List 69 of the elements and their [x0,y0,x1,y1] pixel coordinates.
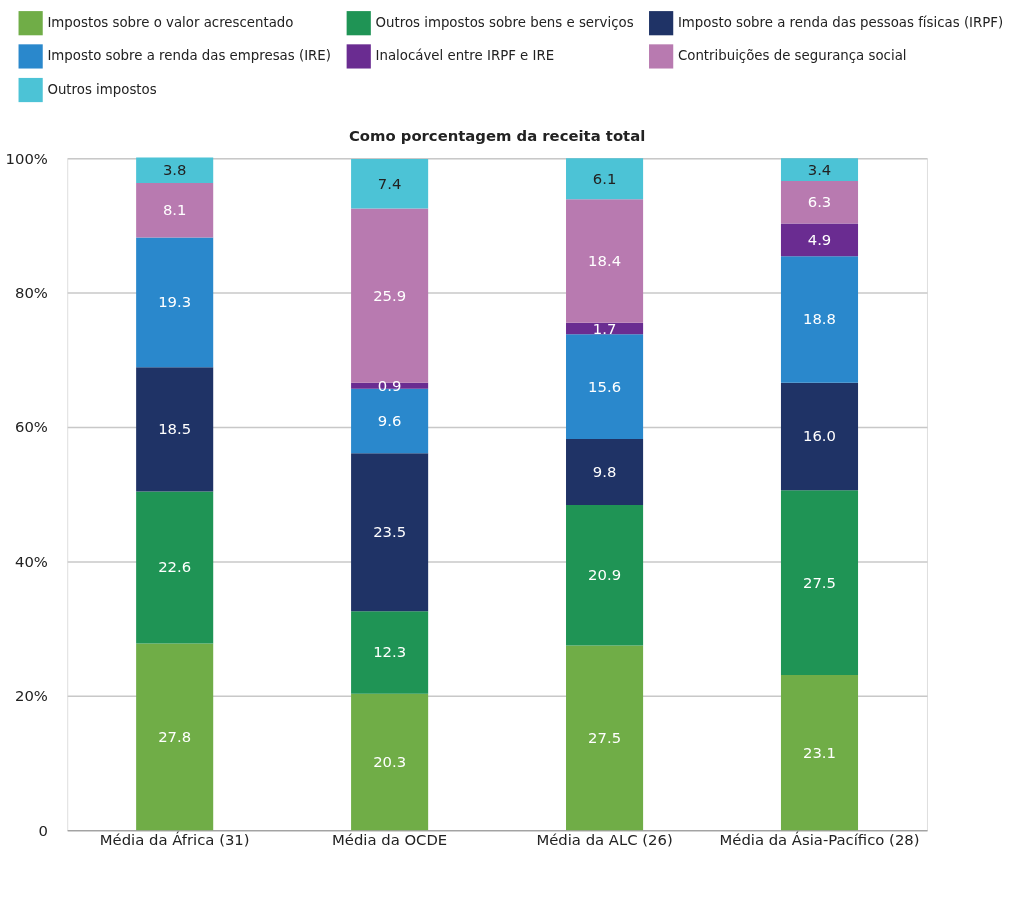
bar [351,693,429,831]
bar [566,645,644,831]
legend-label: Imposto sobre a renda das pessoas físicas (IRPF) [677,15,1004,31]
data-label: 6.3 [807,193,832,211]
bar [566,439,644,505]
data-label: 23.5 [373,523,407,541]
x-tick-label: Média da Ásia-Pacífico (28) [719,830,920,848]
data-label: 18.8 [803,310,836,328]
bar [351,158,429,209]
x-tick-label: Média da OCDE [332,830,448,848]
bar [566,504,644,646]
bar [136,157,214,184]
x-tick-label: Média da ALC (26) [536,830,673,848]
legend-label: Outros impostos [47,81,157,97]
bar [780,382,859,491]
data-label: 16.0 [803,427,836,445]
bar [136,367,214,492]
data-label: 3.4 [807,160,832,178]
data-label: 19.3 [158,293,192,311]
data-label: 20.3 [373,752,407,770]
bar [136,237,214,368]
data-label: 27.8 [158,727,192,745]
bar [780,490,859,675]
data-label: 6.1 [592,169,617,187]
data-label: 0.9 [377,376,402,394]
legend-label: Impostos sobre o valor acrescentado [47,15,294,31]
bar [780,256,859,383]
bar [566,199,644,323]
data-label: 9.6 [377,411,402,429]
legend-label: Inalocável entre IRPF e IRE [375,48,555,64]
data-label: 25.9 [373,286,407,304]
data-label: 20.9 [588,566,622,584]
legend-label: Outros impostos sobre bens e serviços [375,15,634,31]
bar [780,674,859,831]
data-label: 22.6 [158,558,192,576]
data-label: 15.6 [588,377,622,395]
y-tick-label: 40% [14,552,48,570]
legend-label: Contribuições de segurança social [677,48,907,64]
bar [351,611,429,694]
y-tick-label: 20% [14,687,48,705]
bar [780,223,859,257]
bar [566,334,644,440]
data-label: 27.5 [588,728,622,746]
data-label: 18.5 [158,420,192,438]
x-tick-label: Média da África (31) [99,830,250,848]
data-label: 9.8 [592,462,617,480]
data-label: 23.1 [803,743,836,761]
legend-label: Imposto sobre a renda das empresas (IRE) [47,48,331,64]
data-label: 7.4 [377,174,402,192]
data-label: 8.1 [162,201,187,219]
bar [136,643,214,831]
bar [136,183,214,238]
data-label: 12.3 [373,643,407,661]
y-tick-label: 60% [14,418,48,436]
chart-title: Como porcentagem da receita total [348,127,646,145]
bar [351,453,429,612]
bar [351,208,429,383]
data-label: 27.5 [803,573,836,591]
y-tick-label: 80% [14,284,48,302]
data-label: 18.4 [588,251,622,269]
bar [780,158,859,182]
y-tick-label: 0 [38,821,48,839]
data-label: 3.8 [162,161,187,179]
bar [780,181,859,224]
data-label: 1.7 [592,319,617,337]
y-tick-label: 100% [5,149,48,167]
bar [136,491,214,644]
data-label: 4.9 [807,230,832,248]
bar [566,158,644,200]
